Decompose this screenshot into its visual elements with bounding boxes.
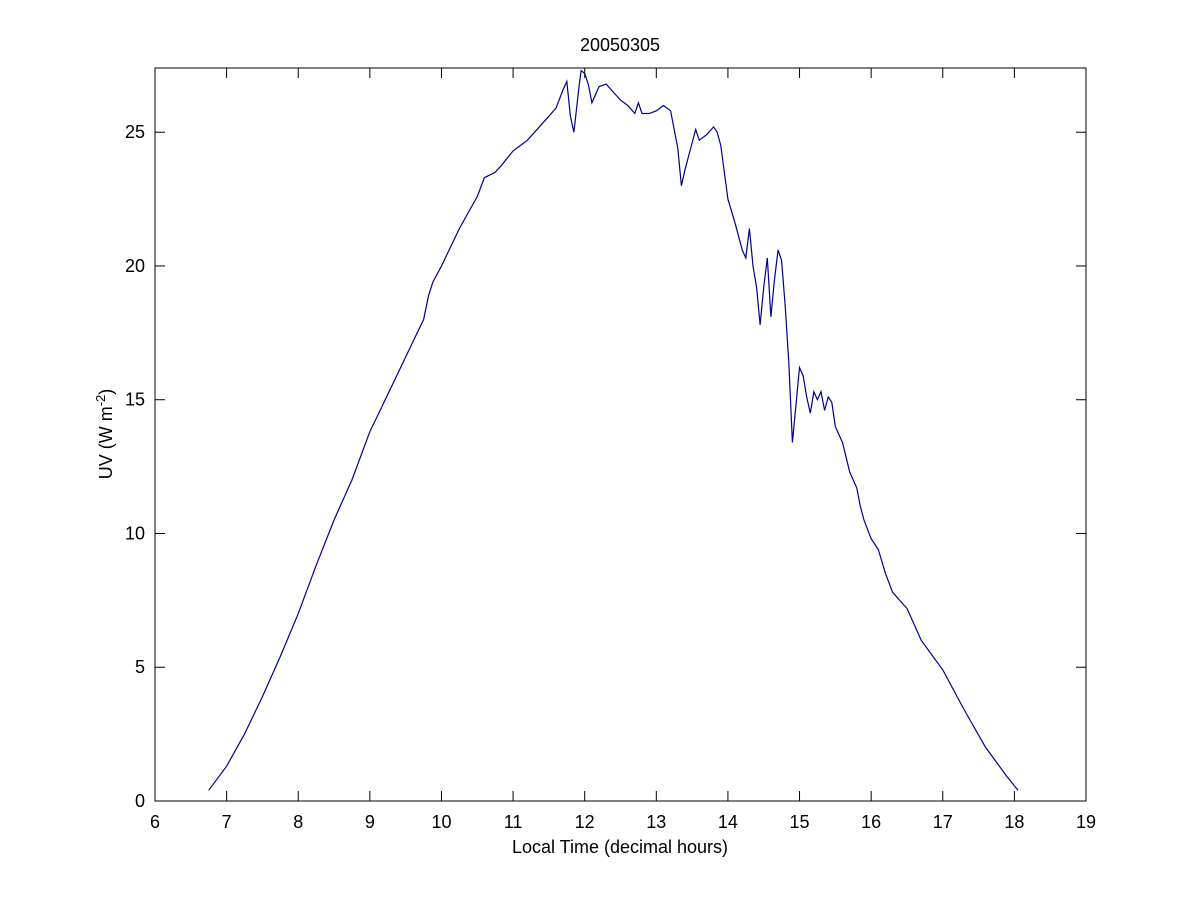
x-tick-label: 14 <box>718 812 738 832</box>
axis-ticks <box>154 68 1087 802</box>
x-tick-label: 9 <box>365 812 375 832</box>
y-axis-label-exponent: -2 <box>93 395 108 407</box>
y-tick-label: 25 <box>125 122 145 142</box>
x-tick-label: 16 <box>861 812 881 832</box>
x-axis-label: Local Time (decimal hours) <box>512 837 728 857</box>
x-tick-label: 7 <box>222 812 232 832</box>
plot-frame <box>154 67 1087 802</box>
x-tick-label: 10 <box>431 812 451 832</box>
x-tick-label: 13 <box>646 812 666 832</box>
uv-series-line <box>208 69 1019 791</box>
x-tick-label: 17 <box>933 812 953 832</box>
y-axis-label-close: ) <box>96 389 116 395</box>
x-tick-label: 8 <box>293 812 303 832</box>
x-tick-label: 15 <box>790 812 810 832</box>
y-tick-label: 10 <box>125 523 145 543</box>
y-axis-label-base: UV (W m <box>96 406 116 479</box>
y-tick-label: 15 <box>125 390 145 410</box>
x-tick-label: 11 <box>504 812 523 832</box>
x-tick-label: 6 <box>150 812 160 832</box>
x-tick-label: 18 <box>1004 812 1024 832</box>
y-tick-label: 5 <box>135 657 145 677</box>
x-tick-label: 12 <box>575 812 595 832</box>
axis-tick-labels: 6 7 8 9 10 11 12 13 14 15 16 17 18 19 0 5 10 15 20 25 <box>125 122 1096 832</box>
y-tick-label: 0 <box>135 791 145 811</box>
y-tick-label: 20 <box>125 256 145 276</box>
x-tick-label: 19 <box>1076 812 1096 832</box>
y-axis-label: UV (W m-2) <box>93 389 117 480</box>
chart-title: 20050305 <box>580 35 660 55</box>
